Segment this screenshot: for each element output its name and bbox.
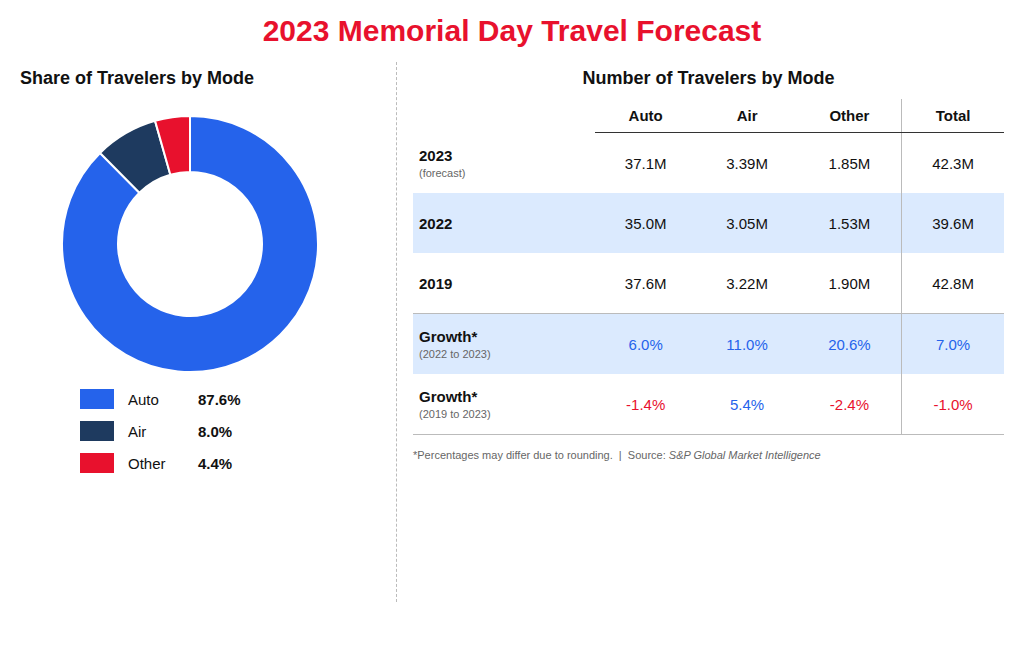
cell-value: 11.0% [726, 336, 767, 353]
table-head: AutoAirOtherTotal [413, 99, 1004, 133]
row-label: 2022 [419, 215, 589, 232]
table-row: 2019 37.6M 3.22M 1.90M 42.8M [413, 253, 1004, 314]
table-cell: 37.1M [595, 133, 696, 194]
cell-value: 20.6% [828, 336, 871, 353]
legend-item: Auto87.6% [80, 389, 364, 409]
row-label: 2019 [419, 275, 589, 292]
divider [396, 62, 397, 602]
table-cell: 3.39M [696, 133, 797, 194]
table-cell: 1.53M [798, 193, 902, 253]
table-cell: 35.0M [595, 193, 696, 253]
cell-value: -2.4% [830, 396, 869, 413]
legend-item: Other4.4% [80, 453, 364, 473]
cell-value: 37.6M [625, 275, 667, 292]
column-header: Air [696, 99, 797, 133]
table-row: Growth* (2019 to 2023) -1.4% 5.4% -2.4% -1.0% [413, 374, 1004, 435]
table-body: 2023 (forecast) 37.1M 3.39M 1.85M 42.3M 2022 35… [413, 133, 1004, 435]
pie-title: Share of Travelers by Mode [20, 68, 364, 89]
legend-value: 8.0% [198, 423, 232, 440]
row-label-cell: Growth* (2022 to 2023) [413, 314, 595, 375]
row-sublabel: (forecast) [419, 167, 589, 179]
table-cell: 6.0% [595, 314, 696, 375]
row-label: 2023 [419, 147, 589, 164]
table-cell: -1.0% [902, 374, 1004, 435]
table-cell: 37.6M [595, 253, 696, 314]
table-cell: 7.0% [902, 314, 1004, 375]
row-label: Growth* [419, 388, 589, 405]
legend-swatch [80, 453, 114, 473]
table-title: Number of Travelers by Mode [413, 68, 1004, 89]
legend-item: Air8.0% [80, 421, 364, 441]
donut-chart [20, 99, 360, 389]
row-label-cell: 2022 [413, 193, 595, 253]
legend-value: 87.6% [198, 391, 241, 408]
table-cell: 11.0% [696, 314, 797, 375]
table-cell: 5.4% [696, 374, 797, 435]
table-row: 2023 (forecast) 37.1M 3.39M 1.85M 42.3M [413, 133, 1004, 194]
table-row: 2022 35.0M 3.05M 1.53M 39.6M [413, 193, 1004, 253]
row-sublabel: (2019 to 2023) [419, 408, 589, 420]
row-sublabel: (2022 to 2023) [419, 348, 589, 360]
legend-value: 4.4% [198, 455, 232, 472]
footnote-text: *Percentages may differ due to rounding.… [413, 449, 669, 461]
cell-value: 35.0M [625, 215, 667, 232]
column-header: Other [798, 99, 902, 133]
right-panel: Number of Travelers by Mode AutoAirOtherT… [413, 62, 1004, 602]
table-cell: 20.6% [798, 314, 902, 375]
page: 2023 Memorial Day Travel Forecast Share o… [0, 0, 1024, 651]
table-row: Growth* (2022 to 2023) 6.0% 11.0% 20.6% 7.0% [413, 314, 1004, 375]
legend-label: Other [128, 455, 198, 472]
row-label: Growth* [419, 328, 589, 345]
legend-swatch [80, 389, 114, 409]
row-label-cell: Growth* (2019 to 2023) [413, 374, 595, 435]
cell-value: 7.0% [936, 336, 970, 353]
cell-value: 1.90M [829, 275, 871, 292]
cell-value: 6.0% [629, 336, 663, 353]
cell-value: 1.85M [829, 155, 871, 172]
table-cell: -1.4% [595, 374, 696, 435]
table-cell: 42.3M [902, 133, 1004, 194]
panels: Share of Travelers by ModeAuto87.6%Air8.… [20, 62, 1004, 602]
cell-value: 1.53M [829, 215, 871, 232]
donut-slice [155, 116, 190, 175]
cell-value: 3.22M [726, 275, 768, 292]
cell-value: 3.39M [726, 155, 768, 172]
cell-value: 39.6M [932, 215, 974, 232]
row-label-cell: 2019 [413, 253, 595, 314]
data-table: AutoAirOtherTotal 2023 (forecast) 37.1M 3.39… [413, 99, 1004, 435]
footnote-text: S&P Global Market Intelligence [669, 449, 821, 461]
legend: Auto87.6%Air8.0%Other4.4% [80, 389, 364, 473]
cell-value: 37.1M [625, 155, 667, 172]
legend-swatch [80, 421, 114, 441]
column-header: Auto [595, 99, 696, 133]
main-title: 2023 Memorial Day Travel Forecast [20, 14, 1004, 48]
header-row: AutoAirOtherTotal [413, 99, 1004, 133]
table-cell: 39.6M [902, 193, 1004, 253]
table-cell: 1.90M [798, 253, 902, 314]
cell-value: 3.05M [726, 215, 768, 232]
table-cell: 3.22M [696, 253, 797, 314]
left-panel: Share of Travelers by ModeAuto87.6%Air8.… [20, 62, 380, 602]
donut-slice [62, 116, 318, 372]
column-header: Total [902, 99, 1004, 133]
header-blank [413, 99, 595, 133]
legend-label: Auto [128, 391, 198, 408]
cell-value: 5.4% [730, 396, 764, 413]
table-cell: -2.4% [798, 374, 902, 435]
cell-value: -1.0% [933, 396, 972, 413]
table-cell: 1.85M [798, 133, 902, 194]
legend-label: Air [128, 423, 198, 440]
cell-value: 42.3M [932, 155, 974, 172]
row-label-cell: 2023 (forecast) [413, 133, 595, 194]
cell-value: -1.4% [626, 396, 665, 413]
cell-value: 42.8M [932, 275, 974, 292]
table-cell: 42.8M [902, 253, 1004, 314]
footnote: *Percentages may differ due to rounding.… [413, 449, 1004, 461]
table-cell: 3.05M [696, 193, 797, 253]
